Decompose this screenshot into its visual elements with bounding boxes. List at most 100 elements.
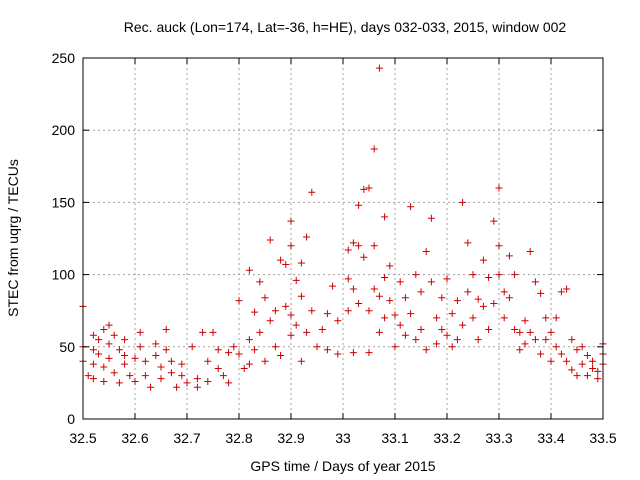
data-point: [110, 369, 118, 377]
data-point: [334, 317, 342, 325]
data-point: [386, 297, 394, 305]
data-point: [157, 375, 165, 383]
data-point: [490, 299, 498, 307]
data-point: [573, 346, 581, 354]
data-point: [344, 275, 352, 283]
x-tick-label: 33.4: [537, 430, 564, 446]
data-point: [443, 275, 451, 283]
data-point: [136, 328, 144, 336]
data-point: [531, 336, 539, 344]
data-point: [474, 336, 482, 344]
data-point: [511, 271, 519, 279]
data-point: [261, 357, 269, 365]
data-point: [375, 292, 383, 300]
data-point: [100, 363, 108, 371]
data-point: [537, 289, 545, 297]
data-point: [531, 278, 539, 286]
data-point: [578, 360, 586, 368]
x-axis-label: GPS time / Days of year 2015: [250, 458, 435, 474]
data-point: [479, 256, 487, 264]
data-point: [448, 343, 456, 351]
data-point: [417, 288, 425, 296]
x-tick-labels: 32.5 32.6 32.7 32.8 32.9 33 33.1 33.2 33.3 33.4 33…: [69, 430, 616, 446]
data-point: [95, 336, 103, 344]
data-point: [271, 343, 279, 351]
data-point: [448, 310, 456, 318]
data-point: [355, 201, 363, 209]
data-point: [225, 379, 233, 387]
data-point: [131, 354, 139, 362]
data-point: [594, 367, 602, 375]
data-point: [323, 310, 331, 318]
data-point: [391, 311, 399, 319]
data-point: [225, 349, 233, 357]
data-point: [485, 325, 493, 333]
x-tick-label: 33: [335, 430, 351, 446]
data-point: [235, 350, 243, 358]
data-point: [245, 266, 253, 274]
data-point: [407, 203, 415, 211]
data-point: [349, 239, 357, 247]
data-point: [417, 325, 425, 333]
data-point: [105, 340, 113, 348]
data-point: [401, 294, 409, 302]
data-point: [110, 331, 118, 339]
data-point: [370, 285, 378, 293]
data-point: [157, 363, 165, 371]
chart-title: Rec. auck (Lon=174, Lat=-36, h=HE), days…: [124, 19, 567, 35]
x-tick-label: 33.5: [589, 430, 616, 446]
data-point: [505, 294, 513, 302]
data-point: [381, 314, 389, 322]
x-tick-label: 32.7: [173, 430, 200, 446]
data-point: [152, 351, 160, 359]
x-tick-label: 32.6: [121, 430, 148, 446]
data-point: [578, 343, 586, 351]
data-point: [100, 325, 108, 333]
data-point: [193, 383, 201, 391]
data-point: [516, 346, 524, 354]
data-point: [297, 259, 305, 267]
data-point: [427, 214, 435, 222]
data-point: [495, 271, 503, 279]
data-point: [282, 302, 290, 310]
data-point: [89, 360, 97, 368]
y-tick-label: 100: [52, 267, 76, 283]
data-point: [557, 288, 565, 296]
data-point: [313, 343, 321, 351]
data-point: [303, 328, 311, 336]
data-point: [162, 325, 170, 333]
y-tick-label: 0: [67, 411, 75, 427]
data-point: [552, 343, 560, 351]
data-point: [105, 321, 113, 329]
data-point: [329, 282, 337, 290]
grid-lines: [83, 58, 603, 419]
data-point: [365, 307, 373, 315]
data-point: [251, 308, 259, 316]
data-point: [459, 321, 467, 329]
data-point: [266, 236, 274, 244]
x-tick-label: 32.9: [277, 430, 304, 446]
data-point: [292, 321, 300, 329]
data-point: [297, 292, 305, 300]
data-point: [136, 343, 144, 351]
data-point: [401, 331, 409, 339]
data-point: [412, 271, 420, 279]
data-point: [459, 198, 467, 206]
data-point: [344, 307, 352, 315]
data-point: [282, 260, 290, 268]
x-tick-label: 32.8: [225, 430, 252, 446]
y-axis-label: STEC from uqrg / TECUs: [5, 159, 21, 317]
data-point: [121, 336, 129, 344]
data-point: [469, 314, 477, 322]
data-point: [433, 314, 441, 322]
data-point: [355, 299, 363, 307]
data-point: [209, 328, 217, 336]
data-point: [557, 350, 565, 358]
data-point: [485, 273, 493, 281]
x-tick-label: 33.1: [381, 430, 408, 446]
data-point: [464, 239, 472, 247]
data-point: [240, 364, 248, 372]
data-point: [167, 369, 175, 377]
data-point: [230, 343, 238, 351]
